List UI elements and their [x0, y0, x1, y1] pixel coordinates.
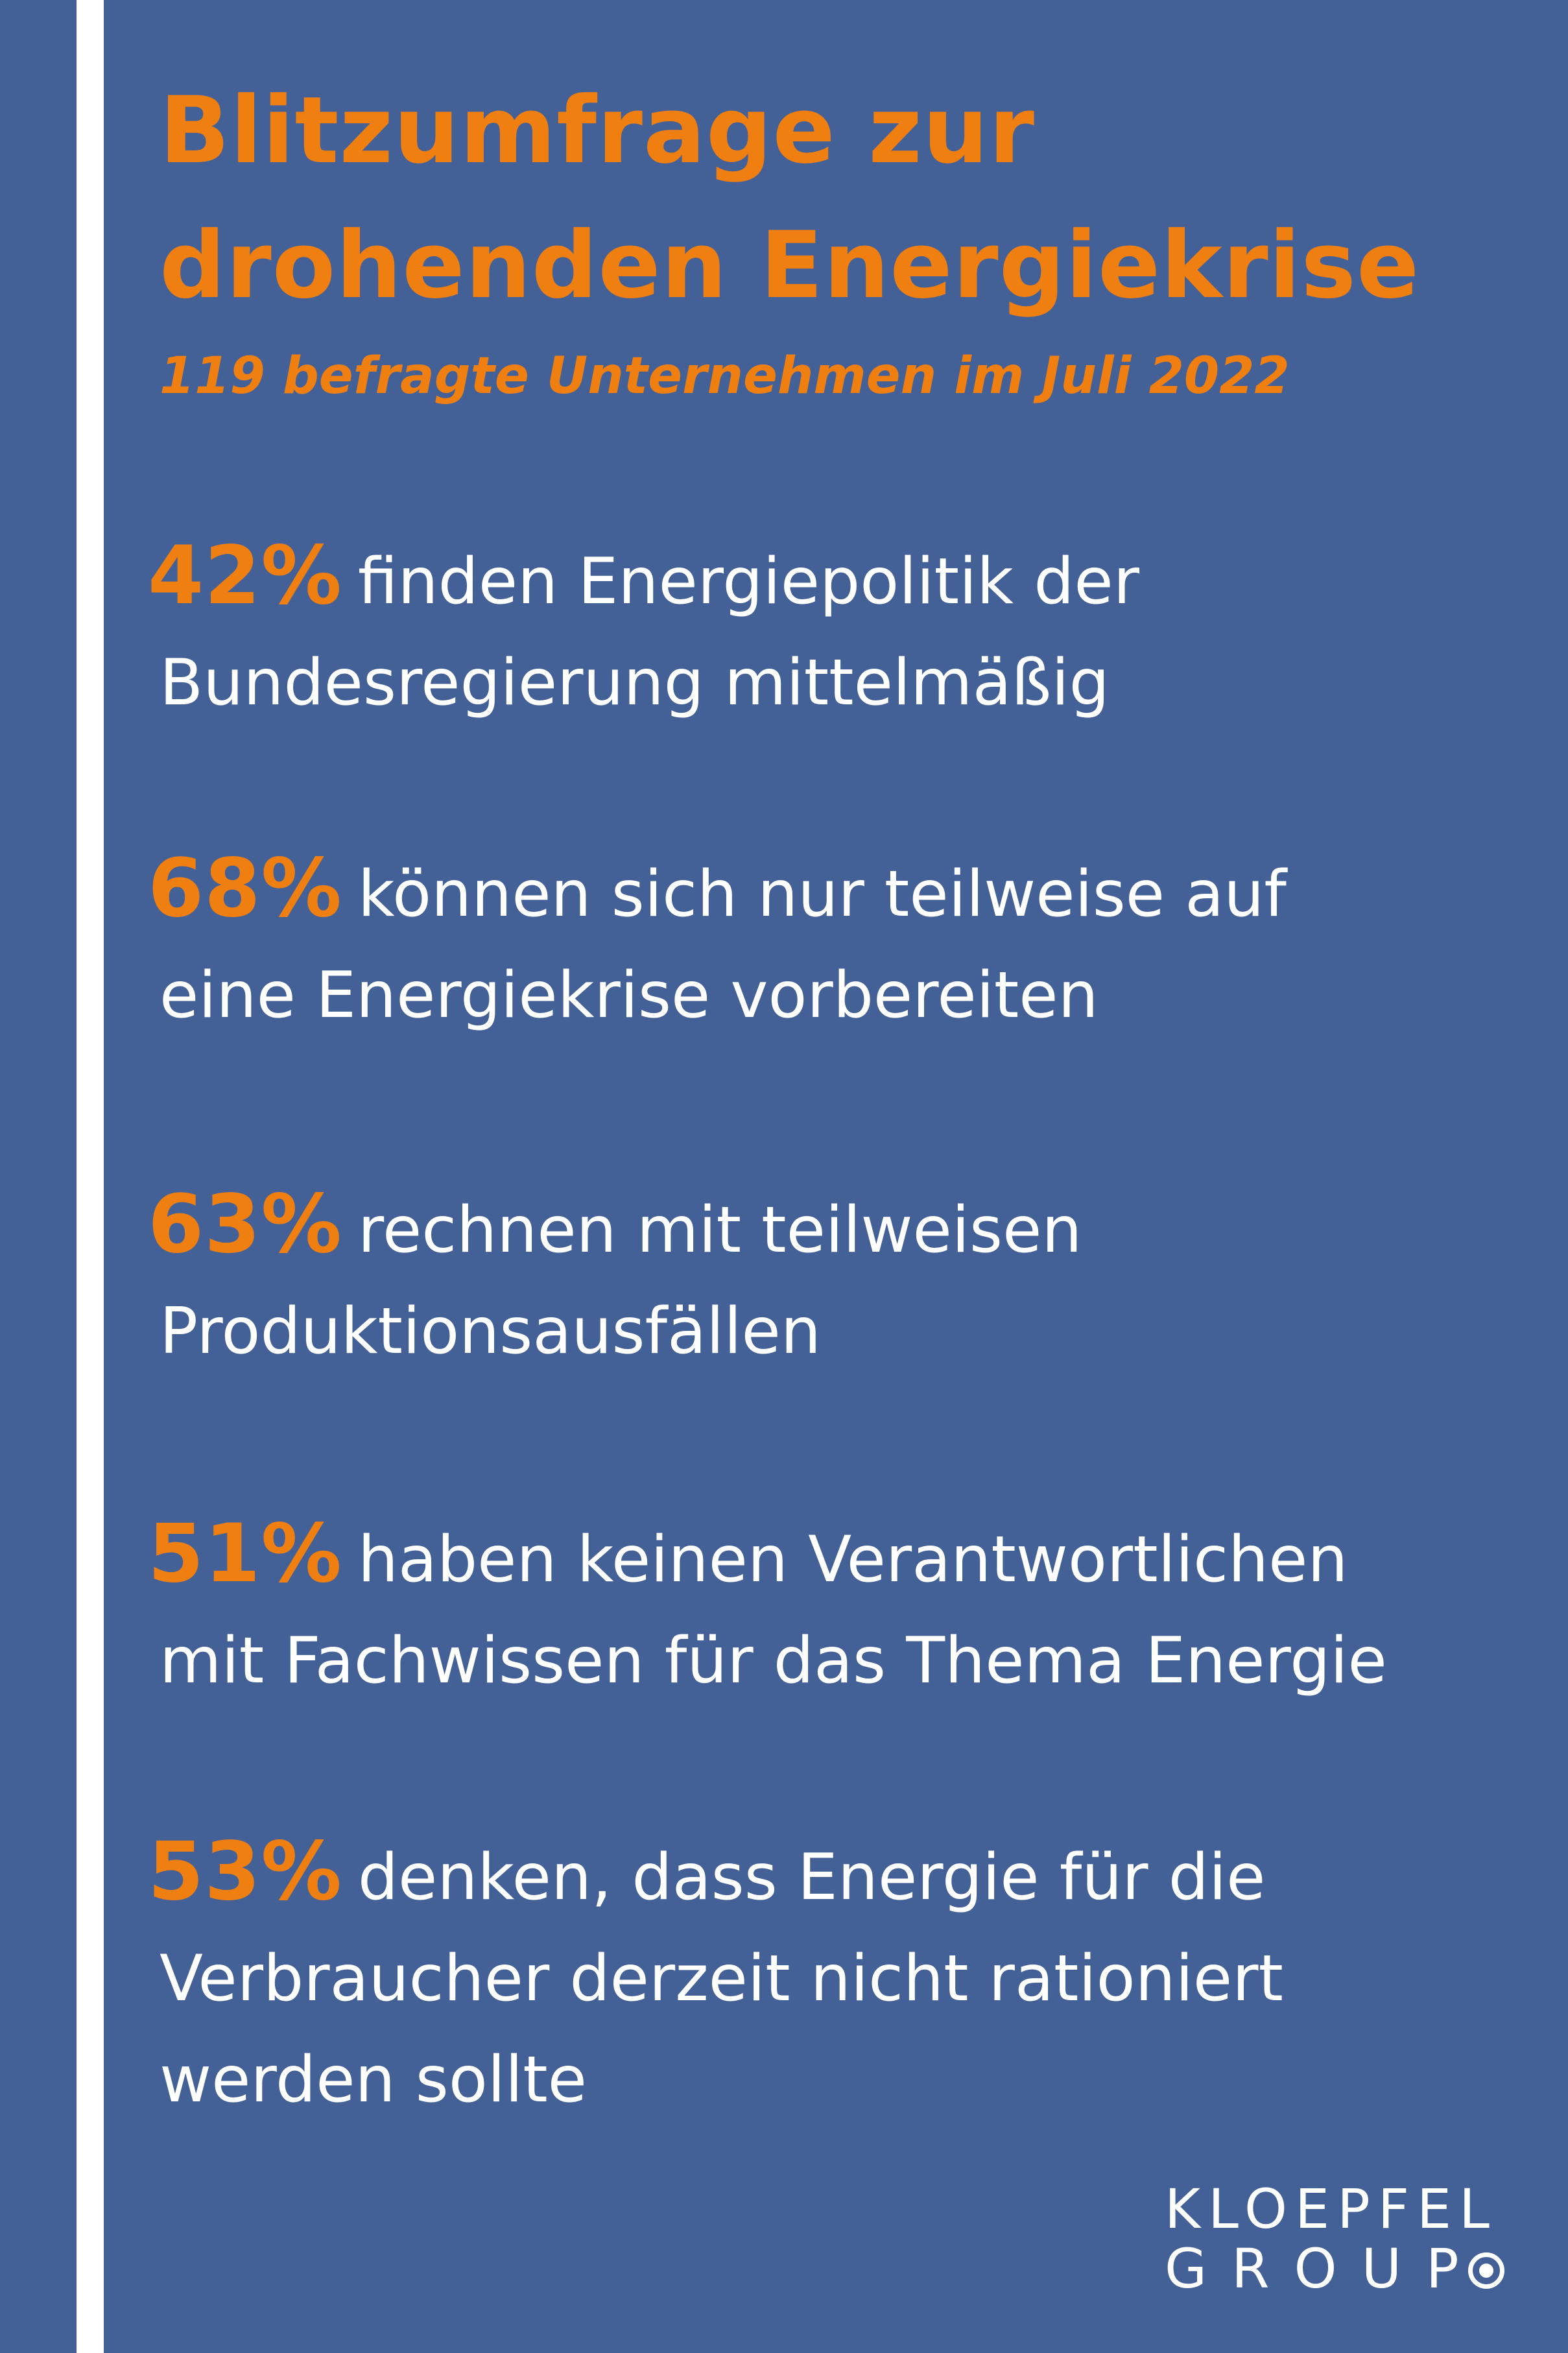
stat-text-2: Produktionsausfällen [160, 1295, 821, 1368]
stat-text-1: denken, dass Energie für die [357, 1841, 1266, 1915]
stat-first-line: 51% haben keinen Verantwortlichen [148, 1507, 1348, 1601]
logo-line-2: GROUP [1165, 2239, 1504, 2299]
logo-line-2-text: GROUP [1165, 2237, 1484, 2300]
stat-item: 42% finden Energiepolitik der Bundesregie… [148, 525, 1516, 734]
stat-text-1: finden Energiepolitik der [357, 545, 1140, 619]
stat-text-1: rechnen mit teilweisen [357, 1193, 1082, 1267]
stat-text-2: Verbraucher derzeit nicht rationiert [160, 1942, 1283, 2016]
stat-text-2: Bundesregierung mittelmäßig [160, 646, 1110, 720]
stat-item: 63% rechnen mit teilweisen Produktionsaus… [148, 1174, 1516, 1382]
stat-text-2: eine Energiekrise vorbereiten [160, 959, 1099, 1033]
stat-item: 51% haben keinen Verantwortlichen mit Fac… [148, 1503, 1516, 1712]
stat-first-line: 42% finden Energiepolitik der [148, 529, 1140, 623]
stat-text-1: haben keinen Verantwortlichen [357, 1523, 1348, 1597]
subtitle: 119 befragte Unternehmen im Juli 2022 [160, 347, 1290, 405]
stat-percent: 63% [148, 1178, 342, 1271]
stat-text-1: können sich nur teilweise auf [357, 857, 1287, 931]
kloepfel-group-logo: KLOEPFEL GROUP [1165, 2179, 1504, 2299]
left-white-stripe [77, 0, 104, 2353]
page-title: Blitzumfrage zur drohenden Energiekrise [160, 64, 1489, 333]
stat-percent: 42% [148, 529, 342, 623]
stat-percent: 68% [148, 842, 342, 935]
stat-first-line: 63% rechnen mit teilweisen [148, 1178, 1082, 1271]
logo-ring-icon [1467, 2252, 1504, 2289]
title-line-2: drohenden Energiekrise [160, 212, 1420, 319]
stat-percent: 51% [148, 1507, 342, 1601]
stat-first-line: 68% können sich nur teilweise auf [148, 842, 1287, 935]
stat-first-line: 53% denken, dass Energie für die [148, 1825, 1266, 1918]
title-line-1: Blitzumfrage zur [160, 77, 1035, 184]
stat-text-3: werden sollte [160, 2043, 587, 2117]
stat-percent: 53% [148, 1825, 342, 1918]
logo-line-1: KLOEPFEL [1165, 2177, 1497, 2241]
stat-item: 68% können sich nur teilweise auf eine En… [148, 838, 1516, 1046]
stat-item: 53% denken, dass Energie für die Verbrauc… [148, 1821, 1516, 2131]
stat-text-2: mit Fachwissen für das Thema Energie [160, 1624, 1387, 1698]
